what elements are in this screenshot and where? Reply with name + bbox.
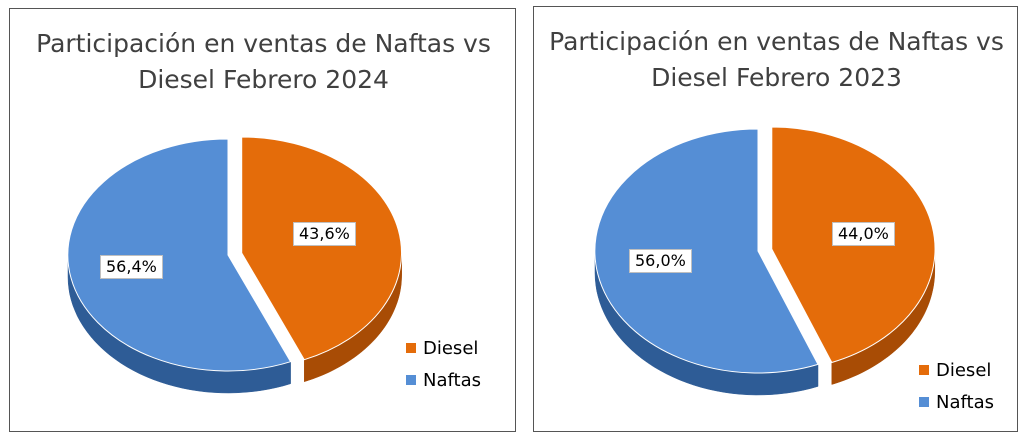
legend-label-diesel: Diesel xyxy=(936,359,992,381)
legend-swatch-naftas xyxy=(919,397,929,407)
data-label-diesel: 43,6% xyxy=(293,222,356,246)
legend-item-diesel: Diesel xyxy=(406,332,481,364)
chart-panel-2024: Participación en ventas de Naftas vs Die… xyxy=(9,8,516,432)
legend-item-naftas: Naftas xyxy=(406,364,481,396)
chart-title-line-2: Diesel Febrero 2024 xyxy=(138,65,389,94)
data-label-diesel: 44,0% xyxy=(832,222,895,246)
chart-title-line-2: Diesel Febrero 2023 xyxy=(651,63,902,92)
pie-chart-2024 xyxy=(67,136,403,394)
legend-item-naftas: Naftas xyxy=(919,386,994,418)
pie-slice-naftas xyxy=(67,138,292,372)
chart-panel-2023: Participación en ventas de Naftas vs Die… xyxy=(533,6,1018,432)
data-label-naftas: 56,0% xyxy=(629,249,692,273)
legend-label-naftas: Naftas xyxy=(936,391,994,413)
legend: Diesel Naftas xyxy=(919,354,994,418)
data-label-naftas: 56,4% xyxy=(100,255,163,279)
chart-title: Participación en ventas de Naftas vs Die… xyxy=(534,24,1019,96)
pie-slice-naftas xyxy=(594,128,819,374)
chart-title: Participación en ventas de Naftas vs Die… xyxy=(10,26,517,98)
chart-title-line-1: Participación en ventas de Naftas vs xyxy=(36,29,491,58)
legend: Diesel Naftas xyxy=(406,332,481,396)
legend-label-naftas: Naftas xyxy=(423,369,481,391)
pie-slice-diesel xyxy=(241,136,403,361)
legend-swatch-naftas xyxy=(406,375,416,385)
legend-swatch-diesel xyxy=(919,365,929,375)
legend-swatch-diesel xyxy=(406,343,416,353)
legend-label-diesel: Diesel xyxy=(423,337,479,359)
legend-item-diesel: Diesel xyxy=(919,354,994,386)
chart-title-line-1: Participación en ventas de Naftas vs xyxy=(549,27,1004,56)
